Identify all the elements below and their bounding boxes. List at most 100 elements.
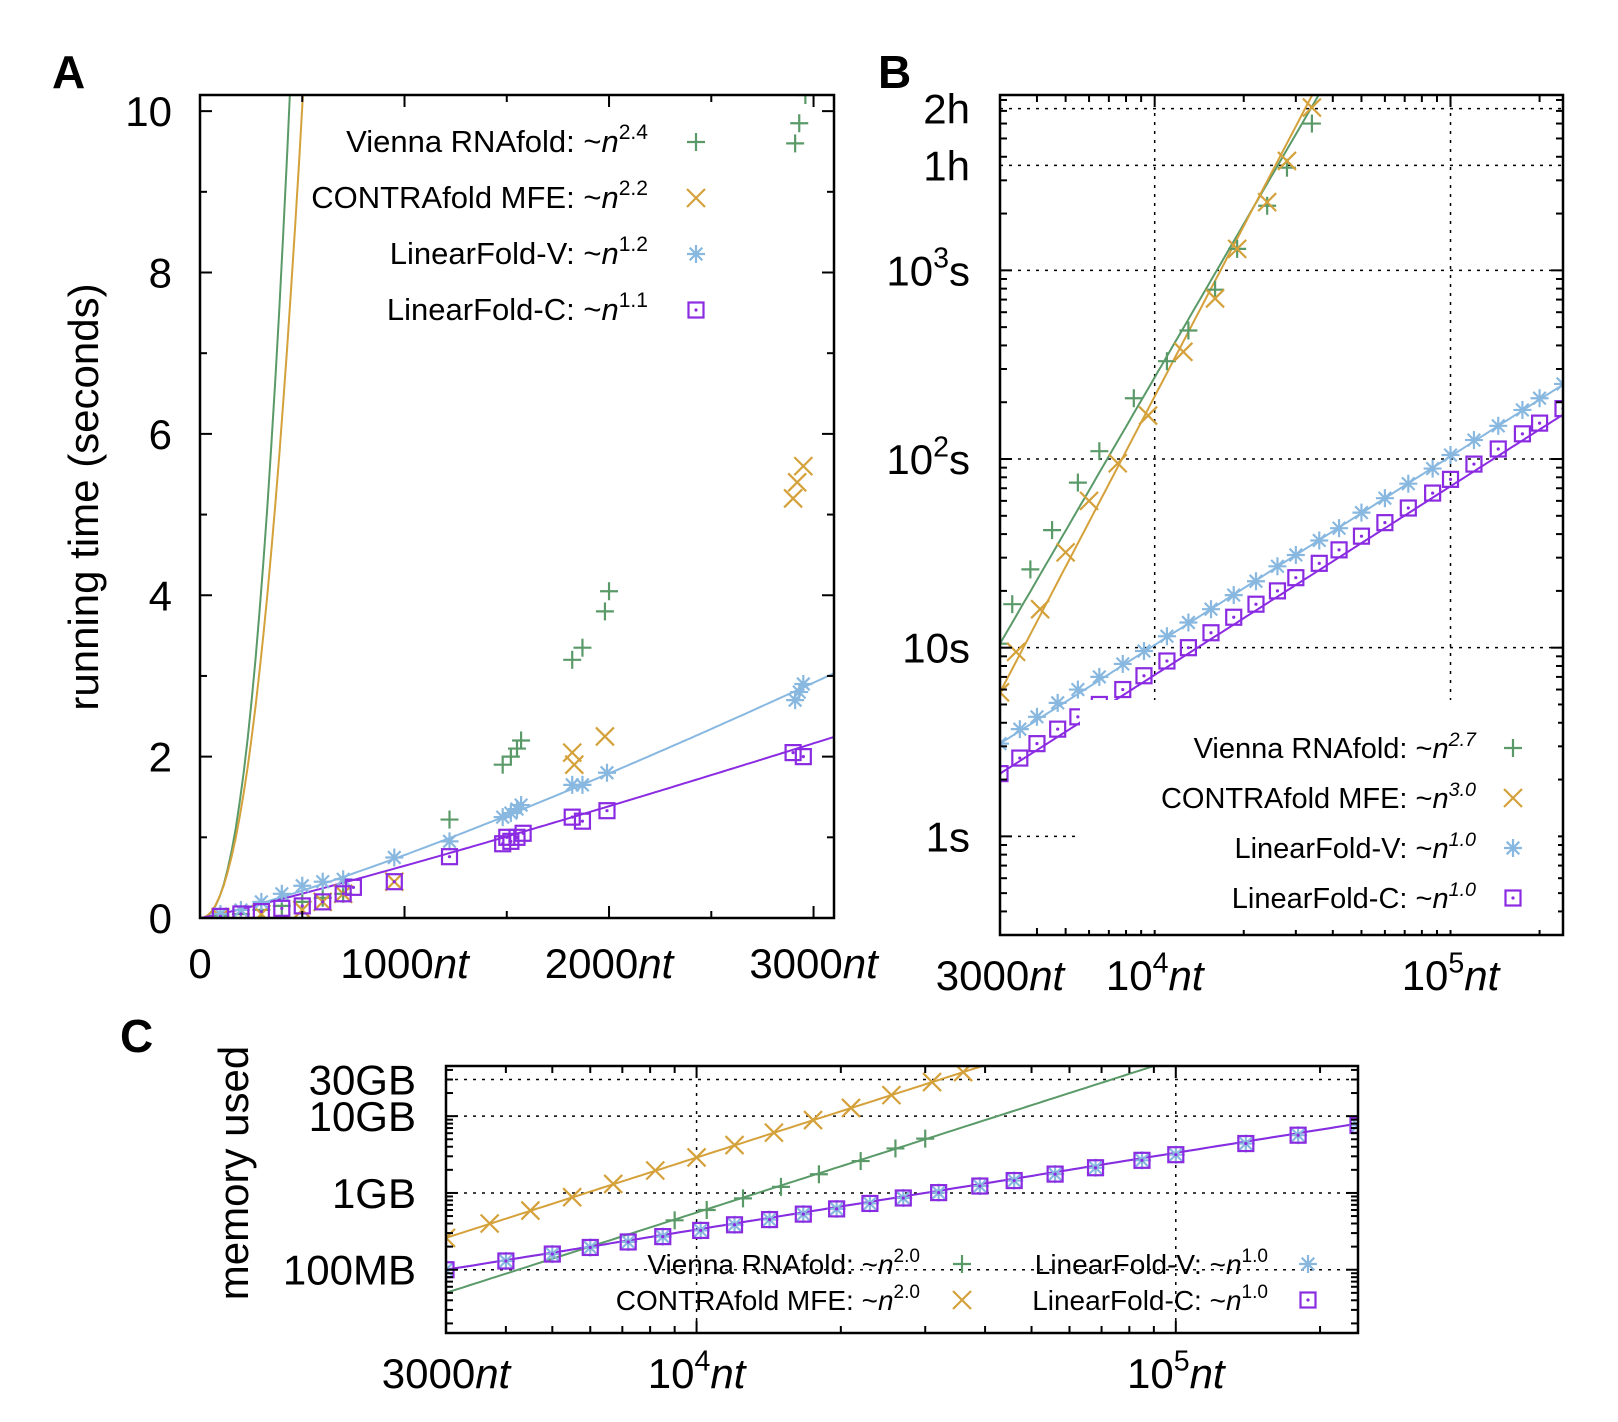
xtick-label-c-2: 105nt [1127,1345,1227,1397]
point-lfc-2 [543,1245,561,1263]
point-lfv-1 [1010,720,1029,739]
point-lfc-2 [252,902,270,918]
panel-label-c: C [120,1010,153,1062]
panel-label-b: B [878,46,911,98]
point-contra-8 [764,1122,784,1143]
panel-a-legend: Vienna RNAfold: ~n2.4 CONTRAfold MFE: ~n2… [311,121,706,327]
ytick-label-b-1: 10s [902,625,970,672]
point-contra-6 [686,1147,707,1168]
point-lfc-18 [1133,1151,1151,1169]
point-lfv-8 [440,832,459,851]
point-lfv-5 [313,872,332,891]
point-lfc-3 [1049,720,1067,738]
point-lfc-23 [1489,440,1507,458]
xtick-label-a-0: 0 [188,940,211,987]
point-lfc-1 [497,1252,515,1270]
ytick-label-a-1: 2 [149,734,172,781]
point-lfv-7 [385,848,404,867]
point-lfc-3 [581,1238,599,1257]
point-lfv-7 [1134,642,1153,661]
point-vienna-17 [790,114,809,133]
legend-c-label-vienna: Vienna RNAfold: ~n2.0 [647,1246,920,1280]
point-vienna-16 [786,134,805,153]
point-lfc-21 [1441,470,1460,488]
legend-label-contra: CONTRAfold MFE: ~n2.2 [311,177,648,215]
point-lfv-4 [1068,680,1087,699]
legend-b-label-contra: CONTRAfold MFE: ~n3.0 [1161,779,1476,815]
point-lfc-13 [930,1184,948,1202]
legend-label-lfv: LinearFold-V: ~n1.2 [390,233,648,271]
point-lfv-2 [252,892,271,911]
point-vienna-6 [886,1139,905,1158]
point-lfv-26 [1554,374,1563,393]
point-lfv-0 [1000,734,1009,753]
legend-label-lfc: LinearFold-C: ~n1.1 [387,289,648,327]
point-lfc-9 [1179,639,1197,657]
point-lfc-9 [794,1205,812,1223]
point-vienna-8 [493,755,512,774]
point-lfv-5 [1090,667,1109,686]
panel-a-ylabel: running time (seconds) [60,283,107,710]
xtick-label-c-0: 3000nt [382,1350,513,1397]
xtick-label-b-0: 3000nt [936,952,1067,999]
legend-b-label-vienna: Vienna RNAfold: ~n2.7 [1194,729,1477,765]
point-vienna-3 [771,1177,790,1196]
point-contra-1 [479,1213,500,1234]
xtick-label-a-3: 3000nt [749,940,880,987]
point-lfc-7 [1135,667,1153,685]
point-vienna-14 [595,602,614,621]
legend-b-label-lfv: LinearFold-V: ~n1.0 [1234,829,1476,865]
point-vienna-5 [313,888,332,907]
point-lfc-25 [1530,414,1549,432]
point-vienna-0 [1000,634,1009,653]
point-lfv-17 [1352,503,1371,522]
panel-c-ylabel: memory used [210,1046,257,1300]
point-lfc-4 [619,1233,637,1251]
point-contra-7 [564,754,585,775]
point-lfv-3 [1048,693,1067,712]
point-contra-8 [1205,288,1225,309]
point-lfc-8 [385,873,403,891]
point-lfv-23 [1489,416,1508,435]
point-contra-6 [1138,405,1158,426]
ytick-label-a-0: 0 [149,895,172,942]
point-vienna-1 [1003,595,1022,614]
point-lfc-11 [861,1194,879,1213]
point-lfc-15 [563,808,581,826]
point-lfc-10 [828,1200,846,1218]
point-contra-2 [520,1200,541,1221]
panel-c-memory-log: C memory used 3000nt 104nt 105nt 100MB 1GB 10… [120,1010,1360,1397]
point-lfc-15 [1310,554,1328,572]
point-lfc-16 [573,812,592,830]
point-lfc-11 [1225,608,1243,626]
point-contra-11 [1277,151,1297,171]
legend-b-marker-contra [1503,788,1523,808]
point-lfc-1 [232,905,250,918]
fit-line-contra [446,1066,986,1239]
point-lfv-14 [1286,545,1305,564]
point-lfc-5 [654,1228,672,1246]
point-vienna-7 [440,810,459,829]
point-lfv-21 [1441,446,1460,465]
point-lfc-11 [498,828,516,846]
point-contra-5 [1107,453,1128,473]
legend-b-marker-lfc [1504,889,1522,907]
point-lfc-2 [1028,735,1046,753]
point-vienna-12 [563,650,582,669]
point-contra-3 [562,1187,582,1207]
point-lfc-7 [344,878,362,896]
point-contra-7 [724,1135,745,1155]
point-vienna-4 [1068,473,1087,492]
point-lfc-14 [1287,569,1305,587]
point-vienna-11 [512,731,531,750]
legend-label-vienna: Vienna RNAfold: ~n2.4 [346,121,648,159]
point-vienna-8 [1179,321,1198,340]
point-lfc-6 [692,1221,710,1240]
point-contra-5 [645,1160,666,1181]
panel-a-running-time-linear: A running time (seconds) 0 1000nt 2000nt 30… [52,46,880,987]
point-lfc-20 [1237,1134,1255,1153]
point-lfc-19 [794,748,812,766]
point-lfc-1 [1011,749,1029,767]
